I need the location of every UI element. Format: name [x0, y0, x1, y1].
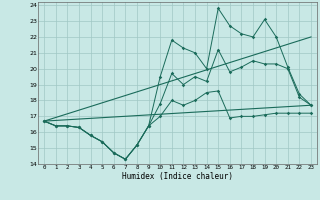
- X-axis label: Humidex (Indice chaleur): Humidex (Indice chaleur): [122, 172, 233, 181]
